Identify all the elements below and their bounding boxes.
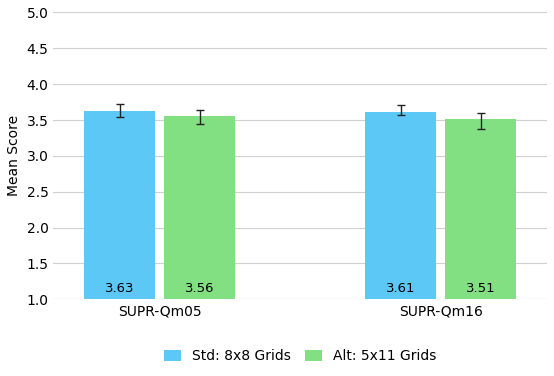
Text: 3.61: 3.61 xyxy=(386,282,416,295)
Text: 3.51: 3.51 xyxy=(466,282,496,295)
Bar xyxy=(365,112,436,371)
Bar xyxy=(445,119,516,371)
Y-axis label: Mean Score: Mean Score xyxy=(7,115,21,197)
Text: 3.63: 3.63 xyxy=(105,282,134,295)
Text: 3.56: 3.56 xyxy=(185,282,214,295)
Bar xyxy=(84,111,155,371)
Legend: Std: 8x8 Grids, Alt: 5x11 Grids: Std: 8x8 Grids, Alt: 5x11 Grids xyxy=(159,344,442,369)
Bar xyxy=(165,116,235,371)
